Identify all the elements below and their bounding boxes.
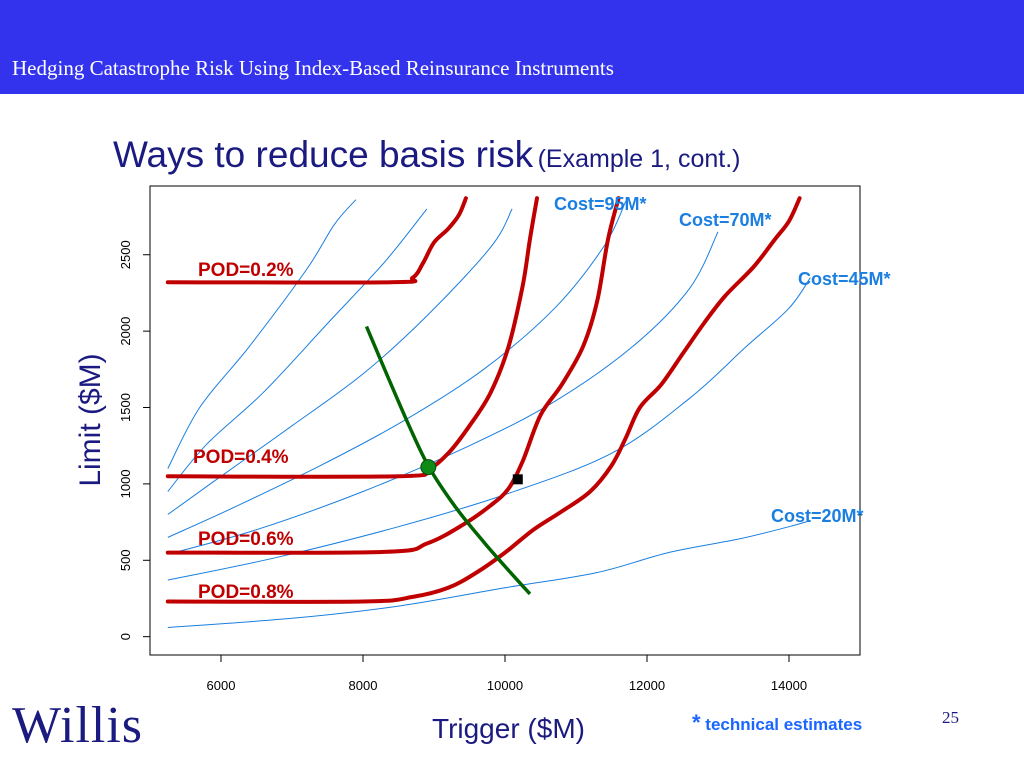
y-tick-label: 1000 bbox=[118, 469, 133, 498]
presentation-title: Hedging Catastrophe Risk Using Index-Bas… bbox=[12, 56, 614, 80]
willis-logo: Willis bbox=[12, 697, 144, 754]
cost-curve bbox=[167, 208, 513, 515]
x-tick-label: 10000 bbox=[487, 678, 523, 693]
pod-label: POD=0.8% bbox=[198, 582, 294, 603]
slide-title-subtitle: (Example 1, cont.) bbox=[537, 145, 741, 173]
y-axis-title: Limit ($M) bbox=[74, 353, 107, 487]
header-banner: Hedging Catastrophe Risk Using Index-Bas… bbox=[0, 0, 1024, 94]
x-tick-label: 12000 bbox=[629, 678, 665, 693]
pod-curve bbox=[165, 196, 539, 479]
cost-curve bbox=[167, 201, 627, 538]
y-tick-label: 2000 bbox=[118, 317, 133, 346]
cost-label: Cost=95M* bbox=[554, 194, 647, 214]
x-tick-label: 8000 bbox=[349, 678, 378, 693]
cost-curve bbox=[167, 520, 811, 628]
y-tick-label: 500 bbox=[118, 549, 133, 571]
cost-curve bbox=[167, 208, 428, 492]
x-tick-label: 14000 bbox=[771, 678, 807, 693]
x-axis-title: Trigger ($M) bbox=[432, 713, 585, 744]
cost-label: Cost=70M* bbox=[679, 210, 772, 230]
y-tick-label: 0 bbox=[118, 633, 133, 640]
cost-label: Cost=20M* bbox=[771, 506, 864, 526]
footnote: * technical estimates bbox=[692, 710, 862, 736]
y-tick-label: 2500 bbox=[118, 240, 133, 269]
pod-label: POD=0.4% bbox=[193, 447, 289, 468]
footnote-text: technical estimates bbox=[705, 715, 863, 734]
pod-label: POD=0.2% bbox=[198, 260, 294, 281]
cost-curve bbox=[167, 199, 357, 469]
slide-title: Ways to reduce basis risk (Example 1, co… bbox=[113, 134, 740, 176]
y-tick-label: 1500 bbox=[118, 393, 133, 422]
optimal-point-marker bbox=[420, 459, 437, 476]
footnote-star: * bbox=[692, 710, 701, 735]
pod-label: POD=0.6% bbox=[198, 529, 294, 550]
frontier-curve bbox=[364, 325, 532, 596]
pod-curve bbox=[165, 196, 802, 604]
cost-label: Cost=45M* bbox=[798, 269, 891, 289]
x-tick-label: 6000 bbox=[207, 678, 236, 693]
cost-curve bbox=[167, 231, 719, 555]
square-point-marker bbox=[512, 474, 523, 485]
pod-curve bbox=[165, 196, 621, 555]
page-number: 25 bbox=[942, 708, 959, 727]
pod-curve bbox=[165, 196, 468, 285]
slide-title-main: Ways to reduce basis risk bbox=[113, 134, 534, 175]
